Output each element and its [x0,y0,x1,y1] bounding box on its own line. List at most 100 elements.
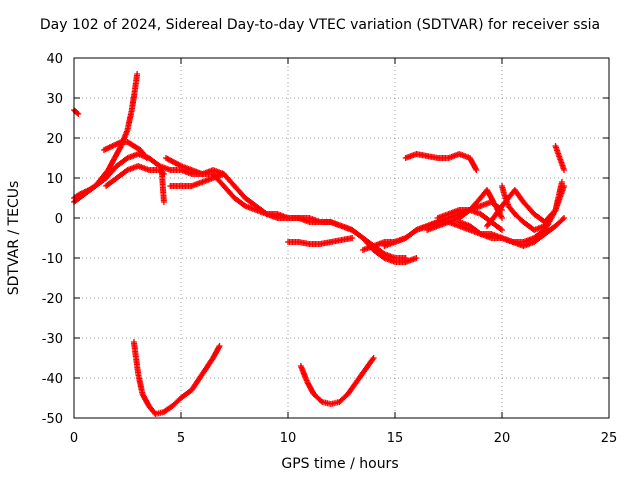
marker-trail [321,399,333,407]
x-tick-label: 0 [70,431,78,446]
marker-trail [210,344,222,360]
marker-trail [133,356,141,376]
marker-trail [93,176,108,188]
marker-trail [329,219,343,229]
marker-trail [83,184,98,196]
marker-trail [329,399,341,407]
marker-trail [99,168,111,180]
marker-trail [190,179,204,189]
marker-trail [468,207,483,217]
marker-trail [521,235,536,245]
plot-frame [73,57,610,419]
x-tick-label: 25 [601,431,618,446]
marker-trail [154,409,166,417]
marker-trail [200,171,215,177]
marker-trail [115,168,130,180]
y-tick-label: 40 [46,52,63,67]
x-axis-label: GPS time / hours [281,456,399,472]
marker-trail [393,235,408,245]
marker-trail [179,388,194,400]
marker-trail [436,211,450,221]
marker-trail [147,156,162,168]
series-trace-19 [130,339,223,417]
marker-trail [170,396,183,408]
marker-trail [243,196,258,208]
series-trace-20 [297,355,377,407]
marker-trail [200,175,215,185]
marker-trail [436,219,450,229]
marker-trail [147,167,162,173]
marker-trail [489,220,504,232]
marker-trail [138,148,149,160]
marker-trail [158,168,166,188]
marker-trail [340,235,354,243]
marker-trail [104,164,119,180]
marker-trail [125,139,136,149]
marker-trail [532,232,547,244]
y-tick-label: -30 [42,332,63,347]
x-tick-label: 15 [387,431,404,446]
marker-trail [501,192,511,208]
chart-title: Day 102 of 2024, Sidereal Day-to-day VTE… [39,17,601,33]
marker-trail [110,139,123,149]
y-tick-label: 30 [46,92,63,107]
grid [74,58,609,418]
marker-trail [254,204,269,216]
marker-trail [457,151,472,161]
marker-trail [553,144,563,160]
marker-trail [162,403,175,415]
marker-trail [354,368,368,384]
marker-trail [485,216,496,228]
marker-trail [457,219,472,229]
y-tick-label: -10 [42,252,63,267]
y-tick-label: -50 [42,412,63,427]
marker-trail [337,392,350,404]
x-tick-label: 10 [280,431,297,446]
axis-ticks: 0 5 10 15 20 25 40 30 20 10 0 -10 -20 -30 -40 -50 [42,52,618,446]
marker-trail [521,200,536,216]
marker-trail [72,108,81,116]
marker-trail [425,223,440,233]
series-trace-09 [285,235,356,247]
marker-trail [72,192,87,204]
marker-trail [106,156,117,172]
marker-trail [404,228,419,240]
marker-trail [532,228,547,240]
y-tick-label: 20 [46,132,63,147]
marker-trail [350,228,365,240]
marker-trail [345,380,359,396]
marker-trail [506,204,517,216]
x-tick-label: 20 [494,431,511,446]
series-trace-02 [71,71,141,201]
marker-trail [200,356,216,376]
series-trace-06 [158,167,167,205]
marker-trail [457,223,472,233]
marker-trail [112,144,124,160]
marker-trail [468,224,483,236]
marker-trail [119,139,129,145]
marker-trail [361,243,376,253]
series-trace-12 [402,151,480,173]
y-tick-label: 10 [46,172,63,187]
marker-trail [221,172,237,188]
marker-trail [132,72,140,92]
marker-trail [72,191,83,201]
marker-trail [305,380,316,396]
marker-trail [553,216,566,228]
marker-trail [131,340,139,360]
marker-trail [404,255,418,265]
marker-trail [140,392,152,408]
marker-trail [447,215,461,225]
marker-trail [414,223,429,233]
marker-trail [521,239,536,249]
marker-trail [491,204,504,220]
y-tick-label: -40 [42,372,63,387]
marker-trail [382,239,397,249]
marker-trail [135,372,146,396]
series-trace-01 [71,107,82,117]
marker-trail [499,184,507,196]
marker-trail [104,176,119,188]
marker-trail [371,248,386,260]
marker-trail [102,143,115,153]
marker-trail [484,188,496,204]
